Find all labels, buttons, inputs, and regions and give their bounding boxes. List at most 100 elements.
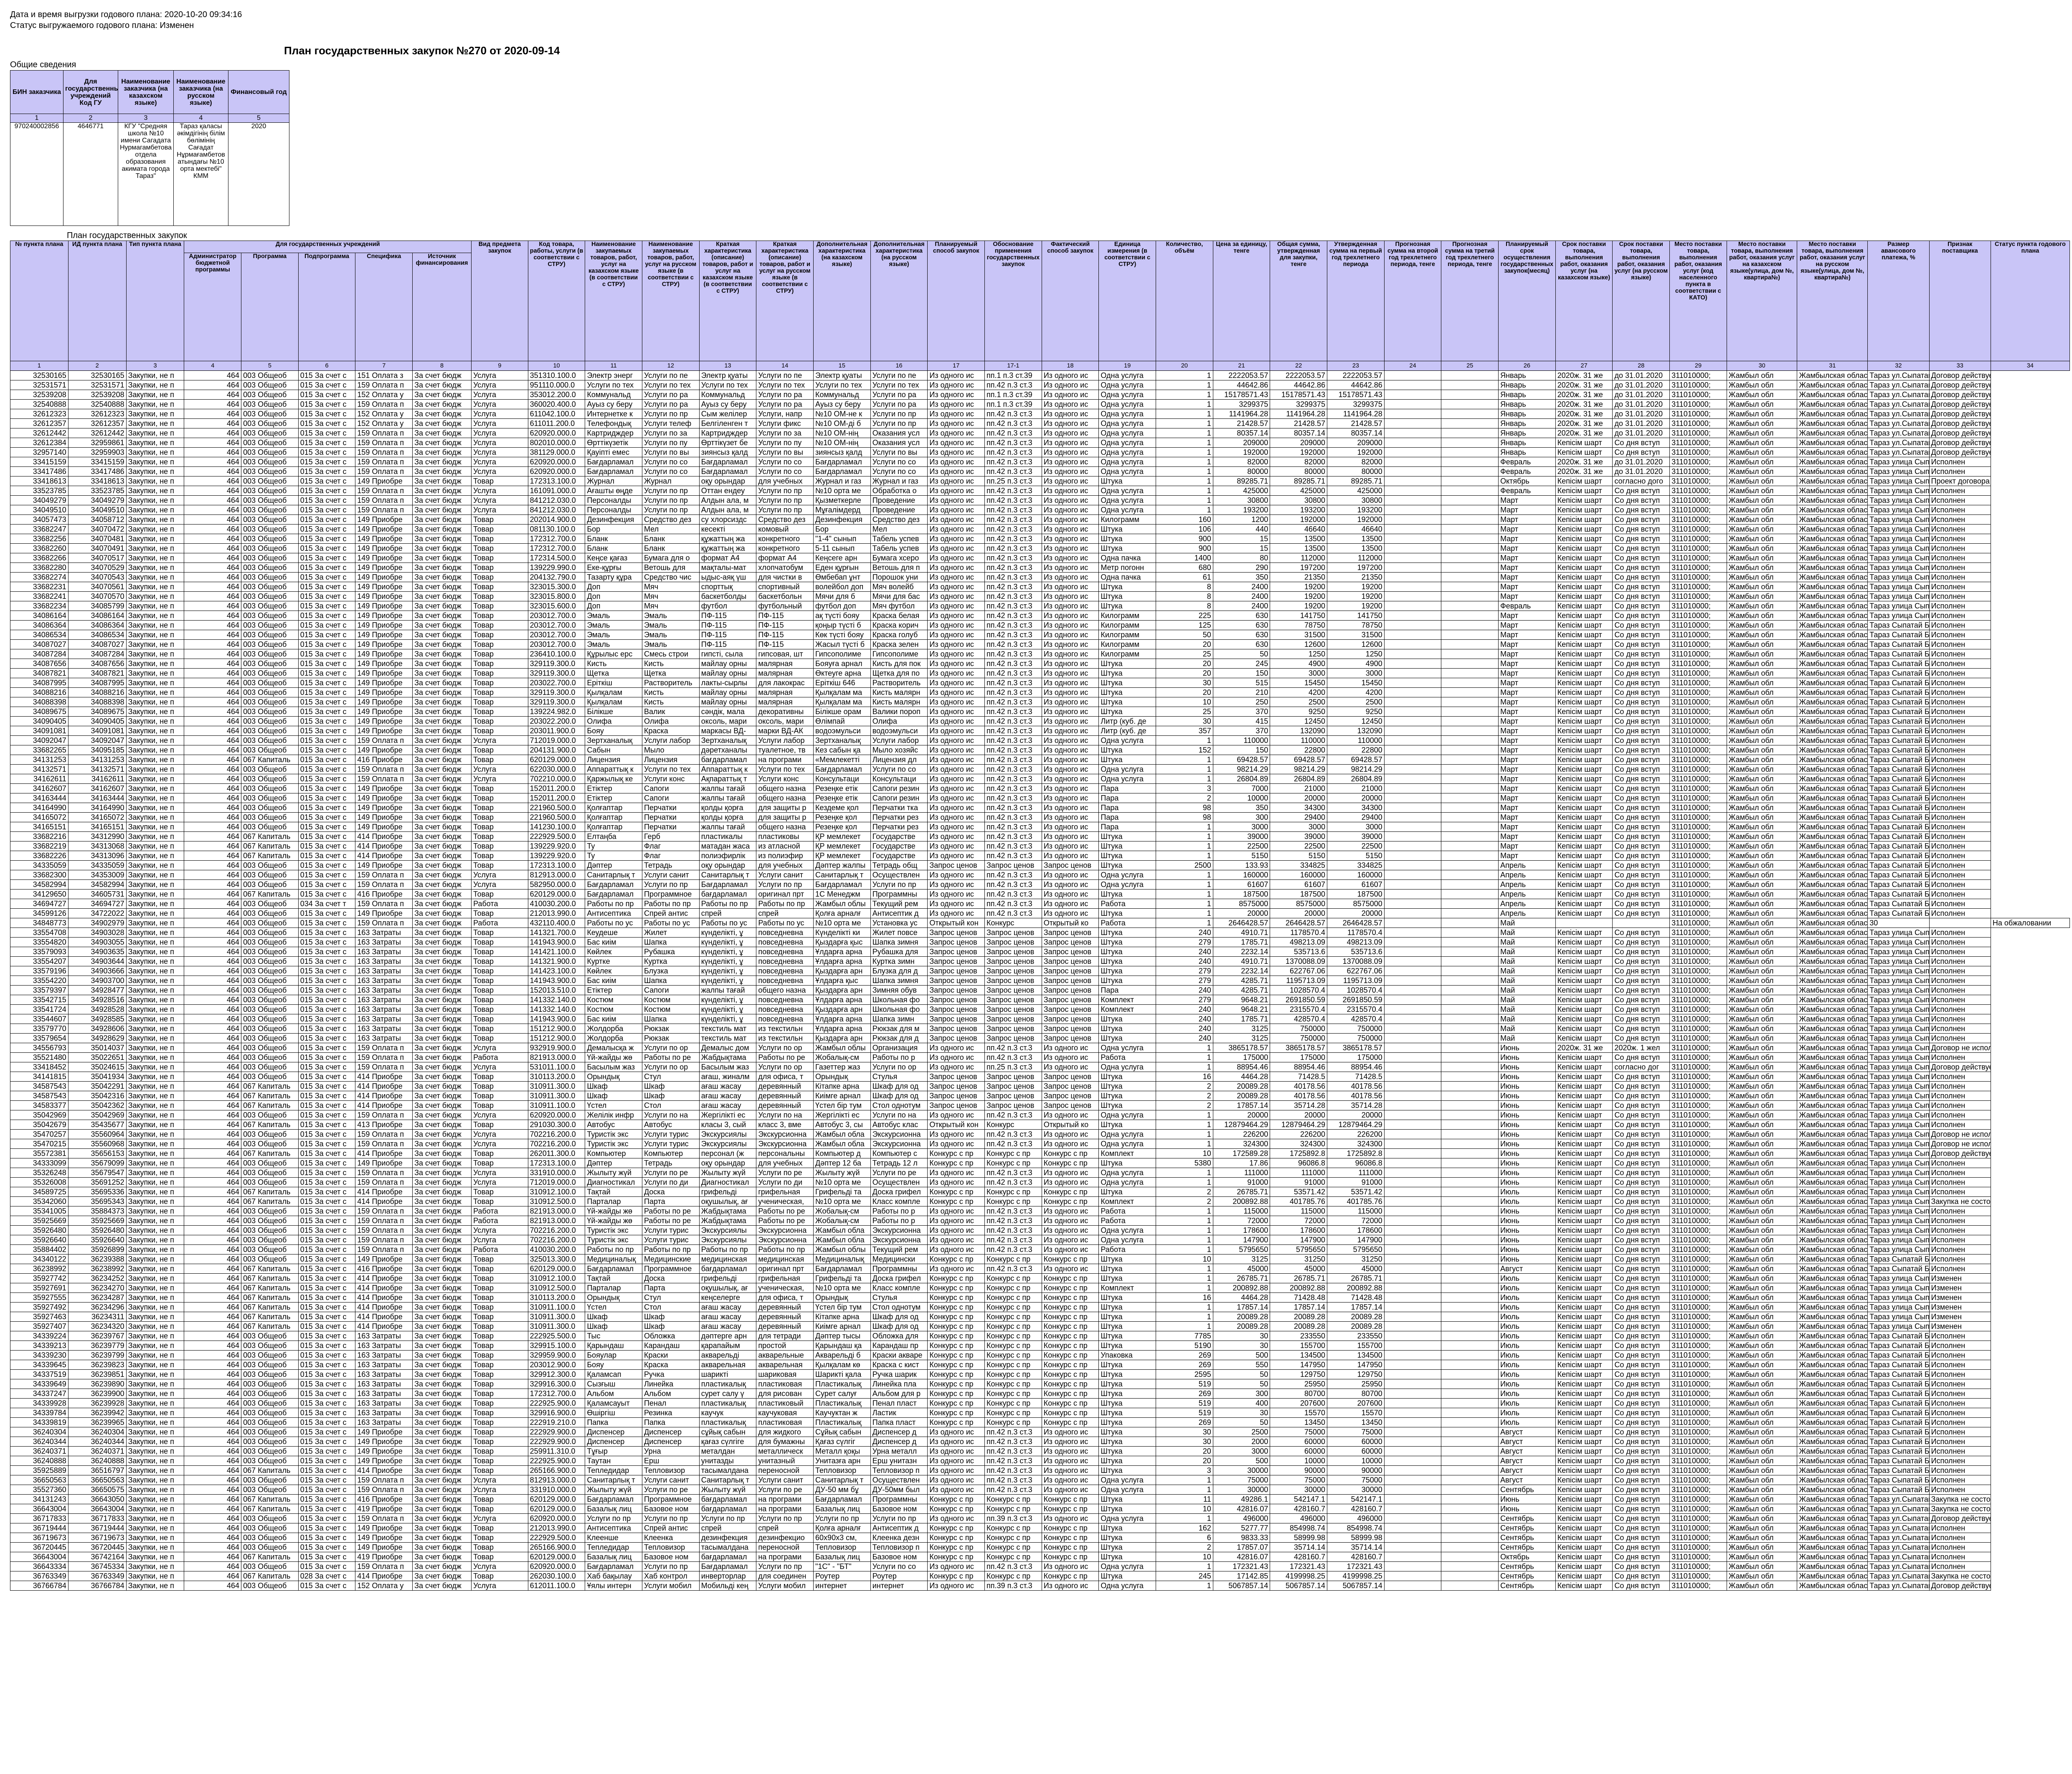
table-cell: 464 xyxy=(184,995,242,1005)
table-cell: 464 xyxy=(184,390,242,400)
table-cell: до 31.01.2020 xyxy=(1612,428,1670,438)
table-cell: Пенал xyxy=(642,1398,700,1408)
table-cell xyxy=(1384,860,1442,870)
table-cell: бағдарламал xyxy=(699,1494,757,1504)
table-cell: марки ВД-АК xyxy=(756,726,814,736)
table-cell: Жамбыл обл xyxy=(1726,735,1798,745)
table-cell: 464 xyxy=(184,831,242,841)
table-cell: Со дня вступ xyxy=(1612,908,1670,918)
table-cell: 32531571 xyxy=(68,380,127,390)
table-cell: Жамбыл обл xyxy=(1726,409,1798,419)
table-cell: 311010000; xyxy=(1669,1571,1727,1581)
table-cell: Тараз улица Сып xyxy=(1867,572,1930,582)
table-cell: Апрель xyxy=(1498,870,1556,880)
table-cell: 26804.89 xyxy=(1212,774,1271,784)
table-cell: 4199998.25 xyxy=(1327,1571,1385,1581)
table-cell: Тепловизор xyxy=(642,1465,700,1475)
table-cell: Работа xyxy=(1098,918,1156,928)
table-cell: Исполнен xyxy=(1929,1561,1991,1571)
table-cell: 464 xyxy=(184,1437,242,1447)
table-cell xyxy=(1384,1321,1442,1331)
table-cell xyxy=(1384,1398,1442,1408)
plan-column-header: Место поставки товара, выполнения работ,… xyxy=(1797,241,1868,361)
table-cell: Конкурс с пр xyxy=(984,1331,1042,1341)
table-cell: Из одного ис xyxy=(1041,707,1099,717)
table-cell: 1028570.4 xyxy=(1270,985,1328,995)
table-cell: 34141815 xyxy=(10,1072,68,1082)
table-cell: 222929.500.0 xyxy=(528,831,586,841)
table-cell: Обложка для xyxy=(870,1331,928,1341)
table-cell: 149 Приобре xyxy=(355,697,413,707)
table-cell: 015 За счет с xyxy=(298,553,356,563)
table-cell: За счет бюдж xyxy=(412,486,472,496)
table-cell: Одна услуга xyxy=(1098,1581,1156,1591)
table-cell: Жамбылская область, г. xyxy=(1797,966,1868,976)
table-cell: 53571.42 xyxy=(1270,1187,1328,1197)
table-cell: 2222053.57 xyxy=(1270,370,1328,380)
table-cell: текстиль мат xyxy=(699,1024,757,1034)
table-cell: 311010000; xyxy=(1669,1072,1727,1082)
table-cell: 163 Затраты xyxy=(355,1350,413,1360)
table-cell: повседневна xyxy=(756,937,814,947)
table-cell: 34340122 xyxy=(10,1254,68,1264)
table-cell: Июнь xyxy=(1498,1139,1556,1149)
table-cell: Жамбылская область, г. xyxy=(1797,457,1868,467)
table-cell: гипсовая, шт xyxy=(756,649,814,659)
table-row: 35927742 36234252 Закупки, не п 464 067 Капи… xyxy=(10,1273,2070,1283)
table-cell: Исполнен xyxy=(1929,1475,1991,1485)
table-cell: бағдарламал xyxy=(699,889,757,899)
table-cell xyxy=(1384,428,1442,438)
table-cell: Тараз улица Сып xyxy=(1867,466,1930,476)
table-cell: Закупки, не п xyxy=(126,860,185,870)
table-cell: Жамбыл обл xyxy=(1726,659,1798,669)
table-cell: Конкурс с пр xyxy=(984,1417,1042,1427)
table-cell: Тараз улица Сып xyxy=(1867,611,1930,621)
table-cell: Кепісім шарт xyxy=(1555,1533,1613,1543)
table-cell xyxy=(1384,1302,1442,1312)
table-cell: Март xyxy=(1498,563,1556,573)
table-cell: 015 За счет с xyxy=(298,1283,356,1293)
table-cell: пп.42 п.3 ст.3 xyxy=(984,582,1042,592)
table-cell: пп.25 п.3 ст.3 xyxy=(984,476,1042,486)
table-cell: 4199998.25 xyxy=(1270,1571,1328,1581)
table-cell: Со дня вступ xyxy=(1612,1264,1670,1274)
table-cell: Услуги по пр xyxy=(699,1513,757,1523)
table-cell: 25 xyxy=(1156,707,1213,717)
table-cell: За счет бюдж xyxy=(412,1571,472,1581)
table-cell: 015 За счет с xyxy=(298,1081,356,1091)
table-cell: 34088398 xyxy=(10,697,68,707)
table-cell xyxy=(1441,870,1499,880)
table-cell: 329119.300.0 xyxy=(528,659,586,669)
table-cell xyxy=(1384,1561,1442,1571)
table-cell: Мяч xyxy=(642,582,700,592)
table-cell: 464 xyxy=(184,1523,242,1533)
table-cell: На обжаловании xyxy=(1990,918,2070,928)
table-cell: 36763349 xyxy=(10,1571,68,1581)
table-cell: 311010000; xyxy=(1669,1292,1727,1303)
table-cell: күнделікті, ұ xyxy=(699,1004,757,1014)
table-cell: 20089.28 xyxy=(1327,1312,1385,1322)
table-cell: Услуги по пр xyxy=(756,495,814,505)
general-value-cell: КГУ "Средняя школа №10 имени Сагадата Ну… xyxy=(118,122,174,226)
table-cell: 003 Общеоб xyxy=(241,1033,299,1043)
table-cell: Жамбылская область, г. xyxy=(1797,1177,1868,1187)
table-cell: Штука xyxy=(1098,668,1156,678)
table-cell: Из одного ис xyxy=(1041,438,1099,448)
table-cell: 200892.88 xyxy=(1270,1283,1328,1293)
table-cell: Краска xyxy=(642,726,700,736)
table-cell: За счет бюдж xyxy=(412,649,472,659)
table-cell: Бағдарламал xyxy=(585,457,643,467)
table-cell: За счет бюдж xyxy=(412,399,472,409)
table-cell: Январь xyxy=(1498,380,1556,390)
table-cell: 1141964.28 xyxy=(1270,409,1328,419)
table-cell: Июнь xyxy=(1498,1062,1556,1072)
table-cell: Март xyxy=(1498,543,1556,553)
table-cell: Товар xyxy=(471,956,528,966)
table-cell: За счет бюдж xyxy=(412,1465,472,1475)
table-cell: 1С Менеджм xyxy=(813,889,871,899)
table-cell: Из одного ис xyxy=(927,822,985,832)
table-cell: Услуги по тех xyxy=(642,764,700,774)
table-cell: 311010000; xyxy=(1669,1033,1727,1043)
table-cell: 29400 xyxy=(1270,812,1328,822)
table-cell: 33682266 xyxy=(10,553,68,563)
